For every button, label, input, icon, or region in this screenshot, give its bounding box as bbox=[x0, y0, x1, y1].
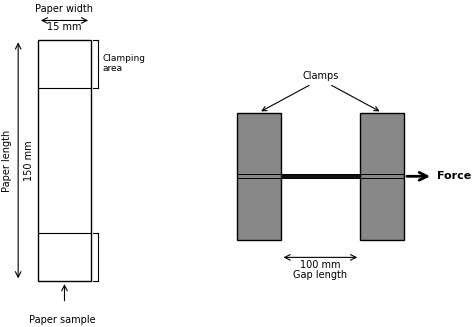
Text: Paper width: Paper width bbox=[36, 4, 93, 14]
Bar bbox=[281, 174, 360, 178]
Text: 15 mm: 15 mm bbox=[47, 22, 82, 32]
Text: Force: Force bbox=[437, 171, 472, 181]
Text: Gap length: Gap length bbox=[293, 270, 347, 280]
Text: 150 mm: 150 mm bbox=[24, 140, 34, 181]
Bar bbox=[237, 113, 281, 240]
Text: Clamping
area: Clamping area bbox=[103, 54, 146, 74]
Text: Clamps: Clamps bbox=[302, 71, 338, 81]
Text: 100 mm: 100 mm bbox=[300, 260, 341, 270]
Text: Paper sample: Paper sample bbox=[29, 315, 96, 325]
Bar bbox=[38, 40, 91, 281]
Bar bbox=[360, 113, 404, 240]
Text: Paper length: Paper length bbox=[2, 129, 12, 192]
